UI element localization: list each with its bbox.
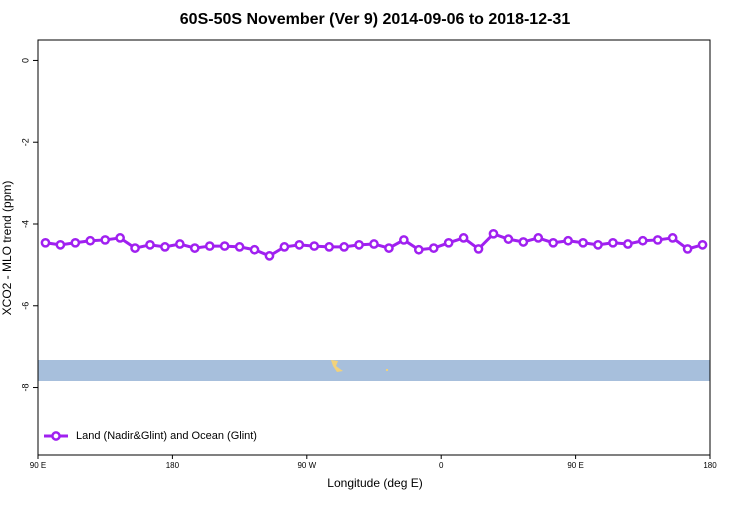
land-patch xyxy=(331,360,343,372)
x-tick-label: 90 W xyxy=(297,461,316,470)
y-tick-label: -2 xyxy=(20,138,30,146)
data-point xyxy=(697,239,708,250)
data-point xyxy=(40,237,51,248)
data-point xyxy=(204,241,215,251)
data-point xyxy=(623,239,633,249)
data-point xyxy=(264,251,275,261)
data-point xyxy=(145,239,155,250)
data-point xyxy=(115,233,125,243)
data-point xyxy=(369,239,379,249)
data-point xyxy=(652,235,663,245)
data-point xyxy=(249,244,260,255)
data-point xyxy=(189,243,200,253)
data-point xyxy=(667,233,678,243)
y-axis-label: XCO2 - MLO trend (ppm) xyxy=(0,181,14,316)
data-point xyxy=(55,239,66,250)
data-point xyxy=(458,233,469,243)
data-point xyxy=(518,237,529,247)
land-patch xyxy=(386,369,388,371)
data-point xyxy=(234,242,245,252)
data-point xyxy=(354,239,364,250)
data-point xyxy=(428,243,439,253)
data-point xyxy=(100,235,111,245)
data-point xyxy=(593,239,603,250)
data-point xyxy=(294,239,305,250)
data-point xyxy=(488,228,499,239)
data-point xyxy=(130,243,140,253)
data-point xyxy=(413,244,424,255)
data-point xyxy=(682,244,693,254)
data-point xyxy=(608,237,618,248)
data-point xyxy=(548,237,559,248)
y-tick-label: -4 xyxy=(20,220,30,228)
legend-marker xyxy=(51,431,61,441)
data-point xyxy=(219,241,230,251)
data-point xyxy=(399,235,409,245)
data-point xyxy=(175,239,185,249)
x-tick-label: 180 xyxy=(166,461,180,470)
data-point xyxy=(443,237,454,248)
map-strip xyxy=(38,360,710,381)
y-tick-label: 0 xyxy=(20,58,30,63)
data-point xyxy=(384,243,394,253)
data-point xyxy=(637,235,648,246)
x-axis-label: Longitude (deg E) xyxy=(327,476,422,490)
data-point xyxy=(503,234,514,244)
data-point xyxy=(279,242,290,252)
data-point xyxy=(324,242,335,252)
data-point xyxy=(563,235,573,246)
data-point xyxy=(160,242,170,252)
x-tick-label: 90 E xyxy=(30,461,46,470)
legend-label: Land (Nadir&Glint) and Ocean (Glint) xyxy=(76,430,257,442)
plot-frame xyxy=(37,39,711,456)
data-point xyxy=(533,233,544,243)
data-point xyxy=(309,241,320,251)
data-point xyxy=(473,244,484,254)
data-point xyxy=(578,237,588,248)
data-point xyxy=(85,235,96,246)
y-tick-label: -6 xyxy=(20,302,30,310)
x-tick-label: 180 xyxy=(703,461,717,470)
data-point xyxy=(70,237,81,248)
y-tick-label: -8 xyxy=(20,384,30,392)
chart-title: 60S-50S November (Ver 9) 2014-09-06 to 2… xyxy=(180,11,571,28)
x-tick-label: 90 E xyxy=(567,461,583,470)
x-tick-label: 0 xyxy=(439,461,444,470)
data-point xyxy=(339,242,349,252)
